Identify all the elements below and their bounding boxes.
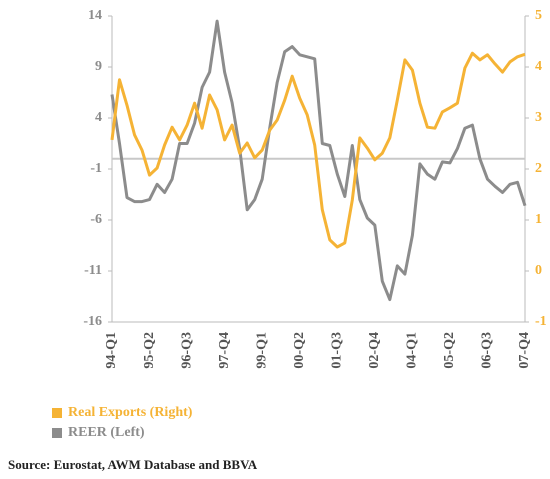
y-tick-label: 9 (95, 59, 102, 74)
x-tick-label: 95-Q2 (142, 332, 157, 369)
y2-tick-label: -1 (535, 314, 547, 329)
x-tick-label: 06-Q3 (480, 332, 495, 369)
x-tick-label: 00-Q2 (292, 332, 307, 369)
x-tick-label: 05-Q2 (442, 332, 457, 369)
legend-label: REER (Left) (68, 425, 145, 440)
y-tick-label: -6 (90, 212, 102, 227)
series-line (110, 19, 527, 302)
y-tick-label: -11 (84, 263, 102, 278)
legend-label: Real Exports (Right) (68, 405, 193, 420)
y2-tick-label: 3 (535, 110, 542, 125)
x-tick-label: 04-Q1 (405, 332, 420, 369)
y2-tick-label: 1 (535, 212, 542, 227)
y2-tick-label: 4 (535, 59, 542, 74)
x-tick-label: 94-Q1 (104, 332, 119, 369)
y2-tick-label: 0 (535, 263, 542, 278)
y-tick-label: 14 (88, 8, 102, 23)
legend-swatch (52, 428, 62, 438)
x-tick-label: 01-Q3 (329, 332, 344, 369)
legend-swatch (52, 408, 62, 418)
x-tick-label: 07-Q4 (517, 332, 532, 369)
y2-tick-label: 5 (535, 8, 542, 23)
x-tick-label: 02-Q4 (367, 332, 382, 369)
x-tick-label: 99-Q1 (254, 332, 269, 369)
y2-tick-label: 2 (535, 161, 542, 176)
y-tick-label: -1 (90, 161, 102, 176)
y-tick-label: 4 (95, 110, 102, 125)
series-line (110, 51, 526, 249)
y-tick-label: -16 (83, 314, 102, 329)
x-tick-label: 97-Q4 (217, 332, 232, 369)
x-tick-label: 96-Q3 (179, 332, 194, 369)
source: Source: Eurostat, AWM Database and BBVA (8, 457, 258, 472)
